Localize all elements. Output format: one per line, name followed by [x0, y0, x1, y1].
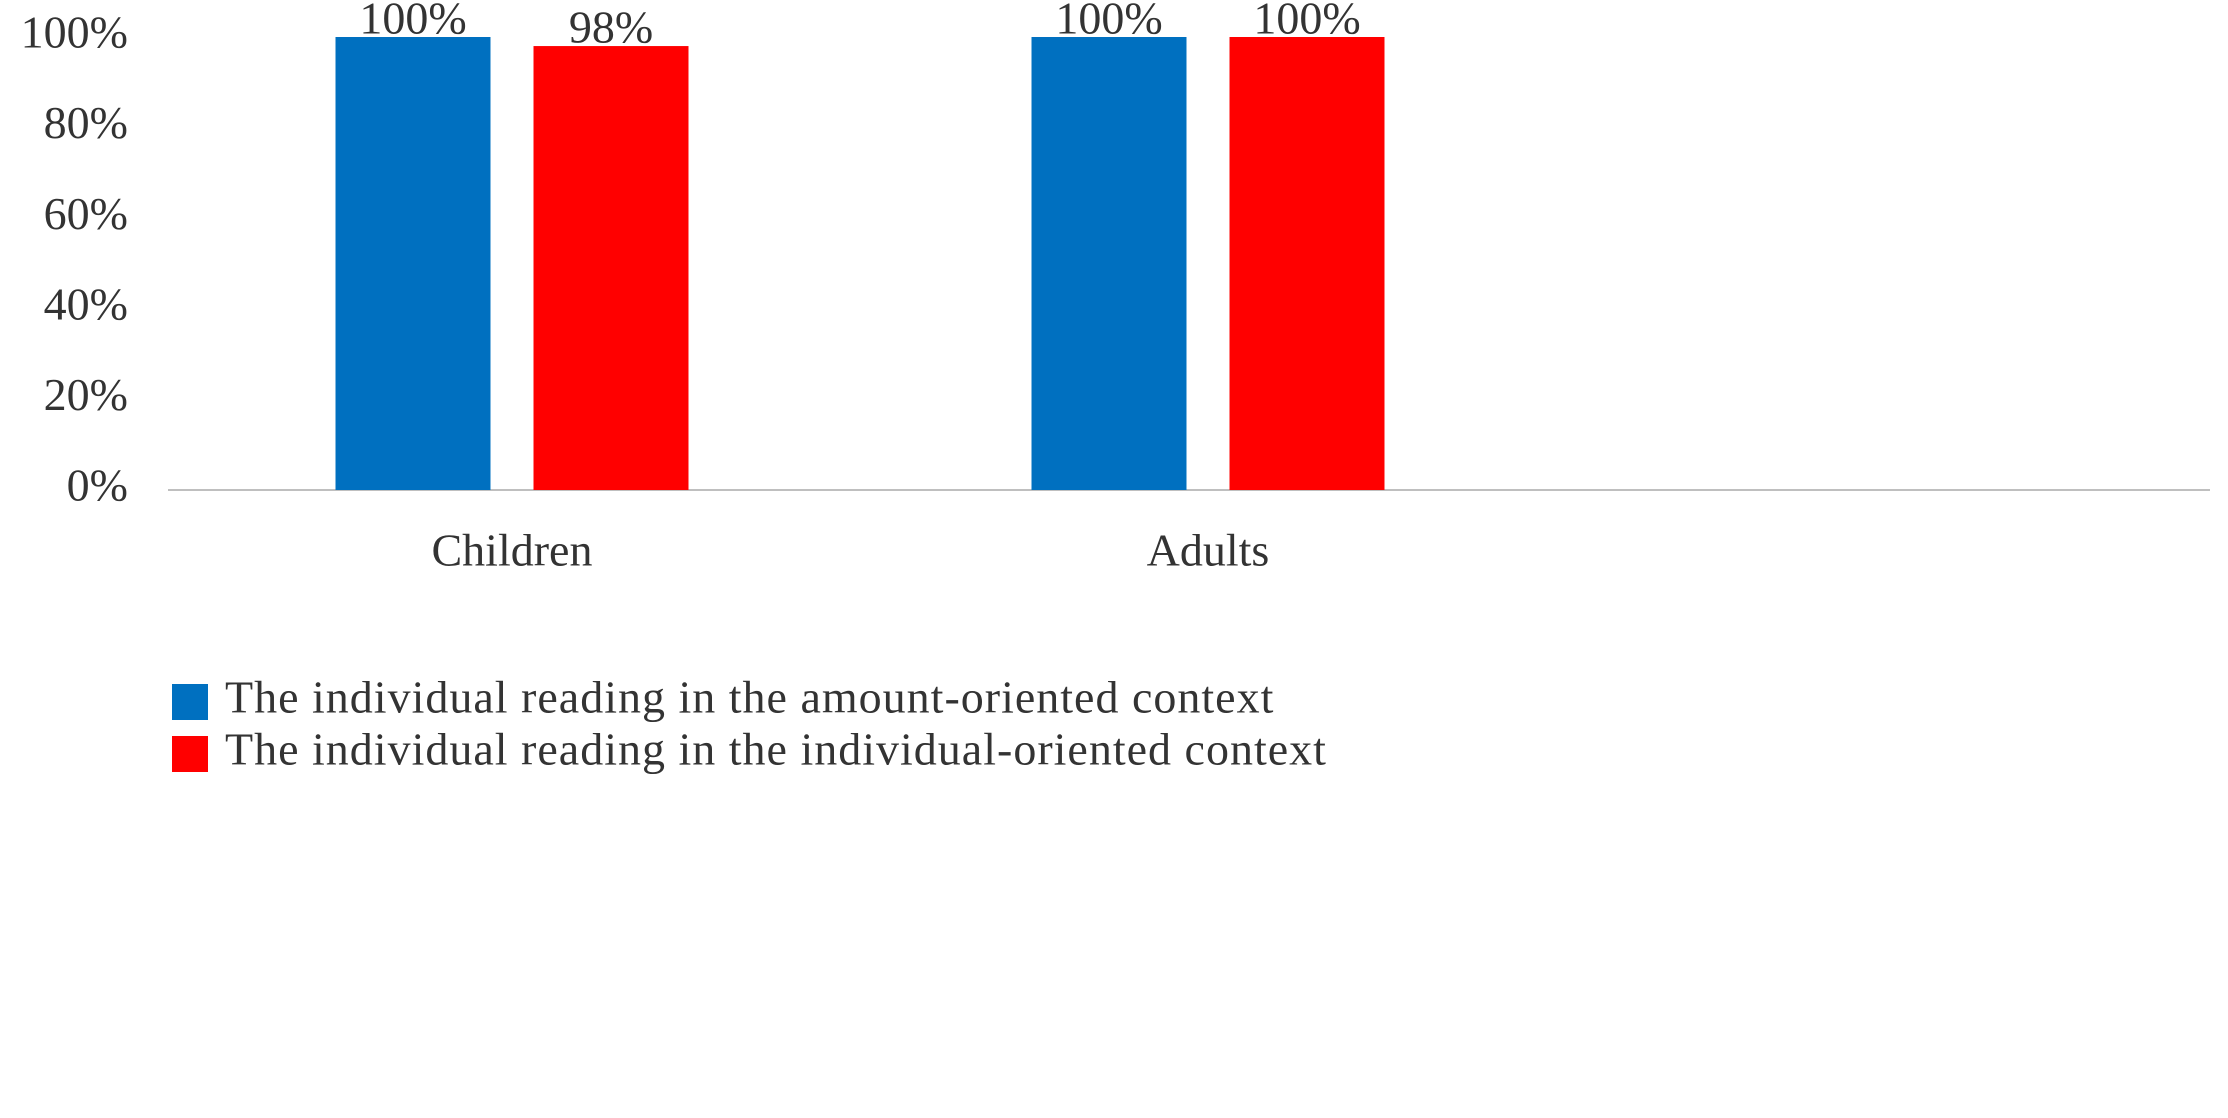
- legend-swatch: [172, 736, 208, 772]
- y-tick-label: 20%: [44, 369, 128, 420]
- x-tick-label: Adults: [1147, 525, 1270, 576]
- y-tick-label: 40%: [44, 278, 128, 329]
- legend-swatch: [172, 684, 208, 720]
- legend-label: The individual reading in the amount-ori…: [225, 672, 1274, 723]
- y-tick-label: 100%: [21, 7, 128, 58]
- data-label: 100%: [1055, 0, 1162, 44]
- data-label: 100%: [1253, 0, 1360, 44]
- y-tick-label: 60%: [44, 188, 128, 239]
- legend-label: The individual reading in the individual…: [225, 724, 1327, 775]
- data-label: 100%: [359, 0, 466, 44]
- y-tick-label: 80%: [44, 97, 128, 148]
- bar: [533, 46, 689, 491]
- y-tick-label: 0%: [67, 460, 128, 511]
- bar: [1229, 37, 1385, 490]
- bar: [1031, 37, 1187, 490]
- data-label: 98%: [569, 2, 653, 53]
- x-tick-label: Children: [432, 525, 593, 576]
- bar: [335, 37, 491, 490]
